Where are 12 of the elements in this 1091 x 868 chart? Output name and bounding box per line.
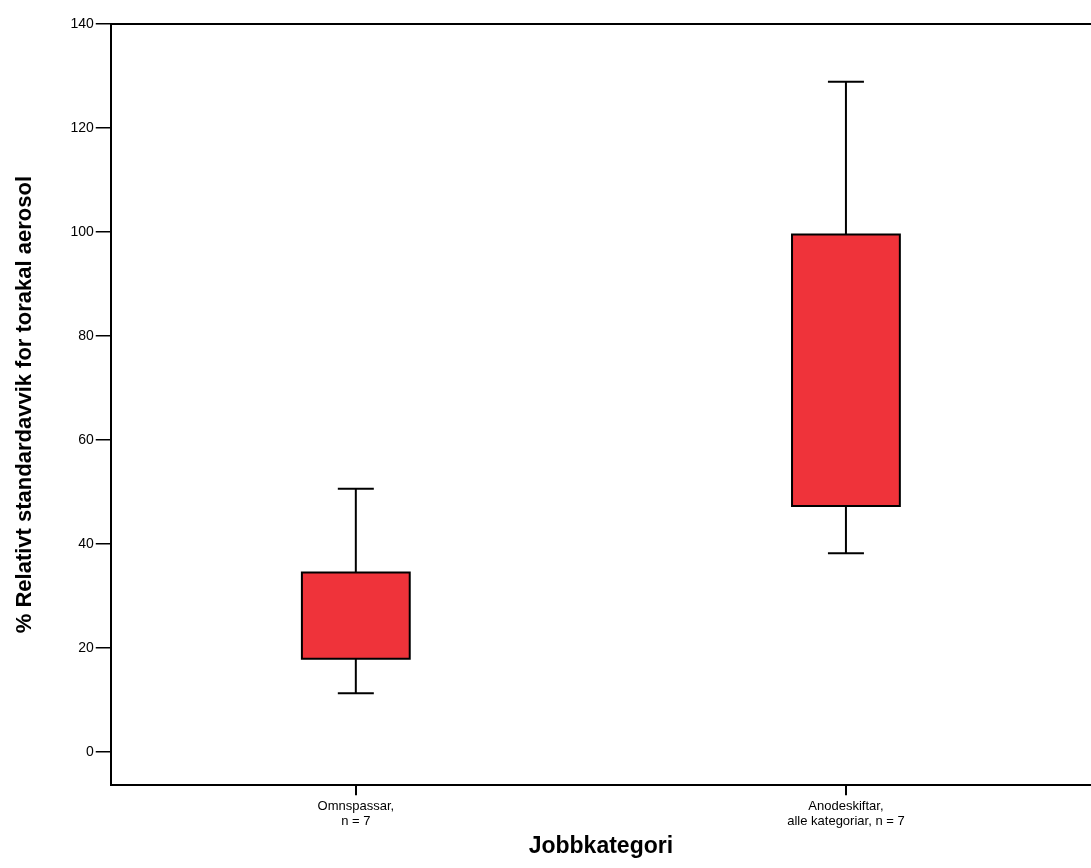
y-tick-label: 40 [78,534,94,551]
y-axis-title: % Relativt standardavvik for torakal aerosol [11,175,37,634]
y-tick-label: 20 [78,638,94,655]
y-tick-label: 80 [78,326,94,343]
y-tick-label: 140 [70,14,94,31]
y-tick-label: 60 [78,430,94,447]
x-axis-title: Jobbkategori [528,831,674,858]
y-tick-label: 100 [70,222,94,239]
x-tick-label: Omnspassar, n = 7 [317,797,395,829]
y-tick-label: 0 [85,742,94,759]
x-tick-label: Anodeskiftar, alle kategoriar, n = 7 [787,797,905,829]
y-tick-label: 120 [70,118,94,135]
